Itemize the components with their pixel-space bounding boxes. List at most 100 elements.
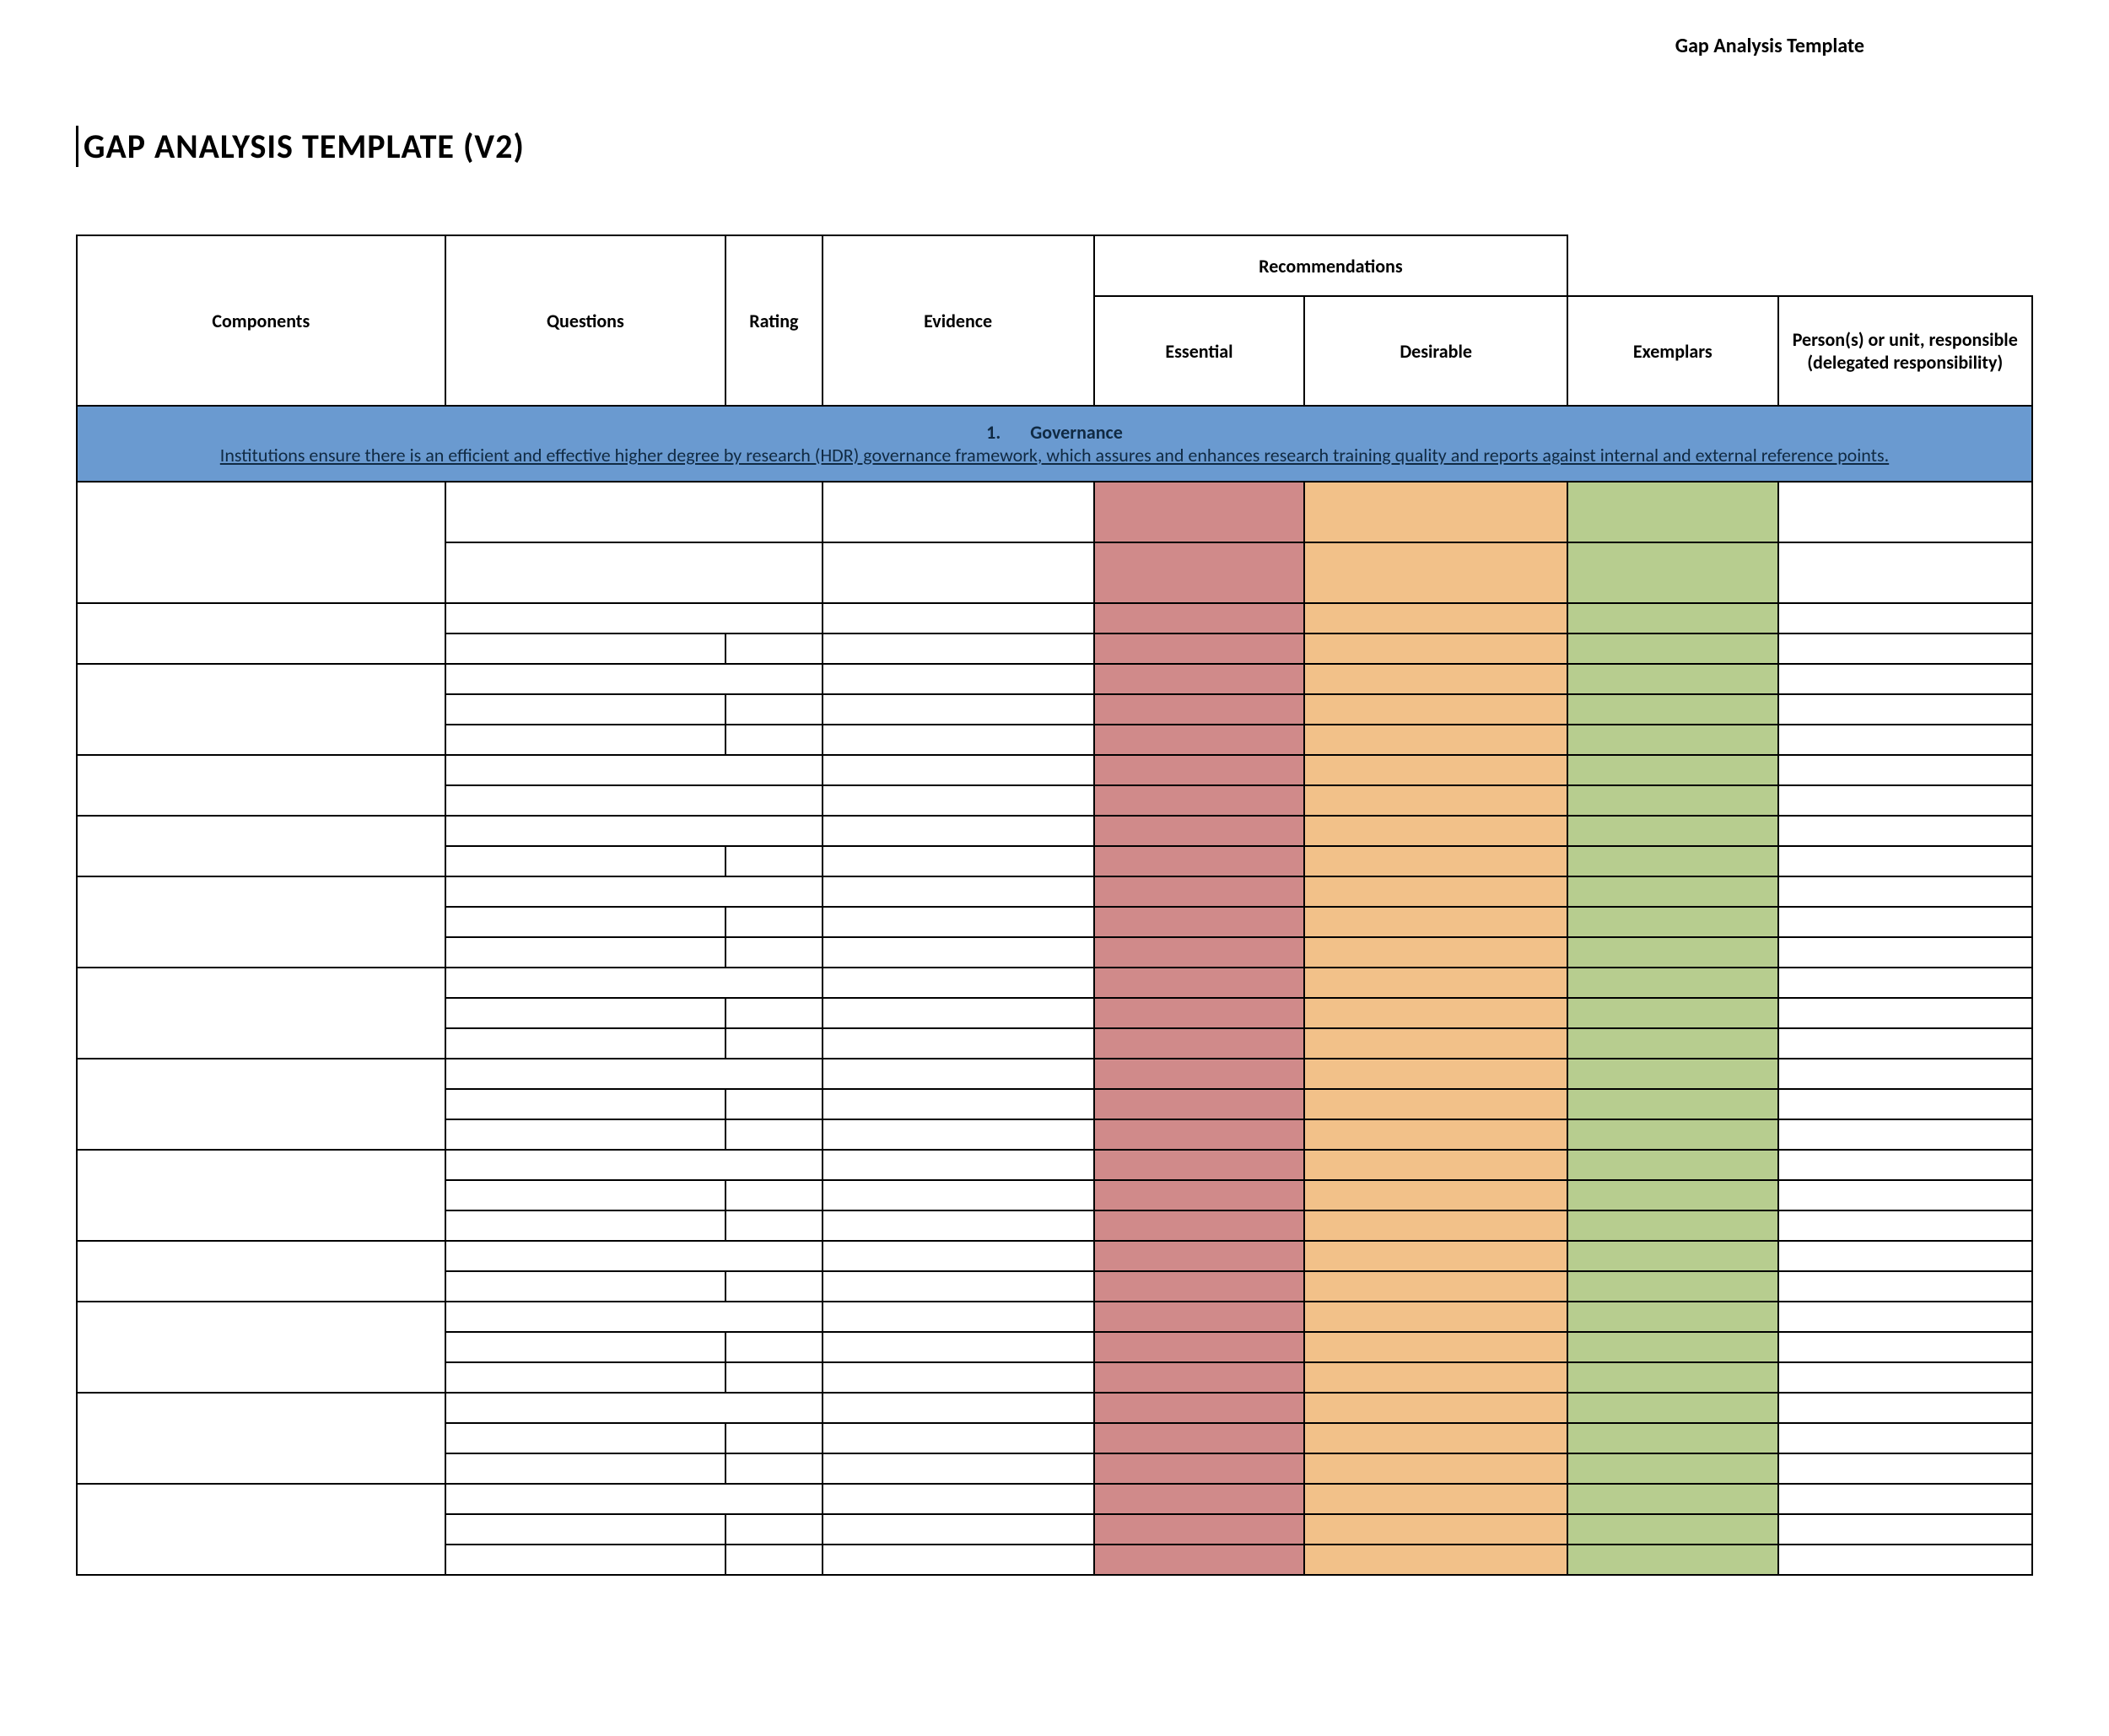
table-cell[interactable] [1094,725,1304,755]
table-cell[interactable] [445,1210,726,1241]
table-cell[interactable] [445,1362,726,1393]
table-cell[interactable] [445,1545,726,1575]
table-cell[interactable] [823,542,1094,603]
table-cell[interactable] [1778,1332,2033,1362]
table-cell[interactable] [1094,1362,1304,1393]
table-cell[interactable] [1094,1180,1304,1210]
table-cell[interactable] [445,1453,726,1484]
table-cell[interactable] [1094,1271,1304,1302]
table-cell[interactable] [1094,968,1304,998]
table-cell[interactable] [1567,968,1777,998]
table-cell[interactable] [823,1059,1094,1089]
table-cell[interactable] [725,1271,822,1302]
table-cell[interactable] [823,1332,1094,1362]
table-cell[interactable] [1778,1180,2033,1210]
table-cell[interactable] [1304,907,1567,937]
table-cell[interactable] [1304,1241,1567,1271]
table-cell[interactable] [1567,846,1777,876]
table-cell[interactable] [1778,1302,2033,1332]
table-cell[interactable] [1778,907,2033,937]
table-cell[interactable] [1567,876,1777,907]
table-cell[interactable] [823,846,1094,876]
table-cell[interactable] [1778,1241,2033,1271]
table-cell[interactable] [1094,1393,1304,1423]
table-cell[interactable] [1094,1150,1304,1180]
table-cell[interactable] [725,937,822,968]
table-cell[interactable] [823,603,1094,633]
table-cell[interactable] [1304,633,1567,664]
table-cell[interactable] [1094,937,1304,968]
table-cell[interactable] [1778,1150,2033,1180]
table-cell[interactable] [1567,1332,1777,1362]
table-cell[interactable] [1304,664,1567,694]
table-cell[interactable] [445,1393,823,1423]
table-cell[interactable] [1304,1362,1567,1393]
table-cell[interactable] [445,1302,823,1332]
table-cell[interactable] [445,755,823,785]
table-cell[interactable] [725,907,822,937]
table-cell[interactable] [77,664,445,755]
table-cell[interactable] [445,785,823,816]
table-cell[interactable] [1778,968,2033,998]
table-cell[interactable] [1778,1119,2033,1150]
table-cell[interactable] [1567,694,1777,725]
table-cell[interactable] [445,1514,726,1545]
table-cell[interactable] [725,1180,822,1210]
table-cell[interactable] [1778,937,2033,968]
table-cell[interactable] [1304,937,1567,968]
table-cell[interactable] [1778,1362,2033,1393]
table-cell[interactable] [1094,1332,1304,1362]
table-cell[interactable] [1304,1119,1567,1150]
table-cell[interactable] [445,725,726,755]
table-cell[interactable] [1304,603,1567,633]
table-cell[interactable] [1567,1059,1777,1089]
table-cell[interactable] [823,1362,1094,1393]
table-cell[interactable] [1094,542,1304,603]
table-cell[interactable] [1567,1514,1777,1545]
table-cell[interactable] [445,937,726,968]
table-cell[interactable] [445,1180,726,1210]
table-cell[interactable] [1567,633,1777,664]
table-cell[interactable] [77,1150,445,1241]
table-cell[interactable] [1304,725,1567,755]
table-cell[interactable] [823,785,1094,816]
table-cell[interactable] [1094,1059,1304,1089]
table-cell[interactable] [1567,1453,1777,1484]
table-cell[interactable] [823,1453,1094,1484]
table-cell[interactable] [77,603,445,664]
table-cell[interactable] [1094,998,1304,1028]
table-cell[interactable] [823,968,1094,998]
table-cell[interactable] [1567,664,1777,694]
table-cell[interactable] [1304,1514,1567,1545]
table-cell[interactable] [1304,998,1567,1028]
table-cell[interactable] [725,1119,822,1150]
table-cell[interactable] [1778,1453,2033,1484]
table-cell[interactable] [823,1545,1094,1575]
table-cell[interactable] [1304,1210,1567,1241]
table-cell[interactable] [1304,1423,1567,1453]
table-cell[interactable] [1567,1028,1777,1059]
table-cell[interactable] [1567,937,1777,968]
table-cell[interactable] [77,482,445,603]
table-cell[interactable] [77,1302,445,1393]
table-cell[interactable] [823,876,1094,907]
table-cell[interactable] [1778,1484,2033,1514]
table-cell[interactable] [1094,1089,1304,1119]
table-cell[interactable] [1304,1484,1567,1514]
table-cell[interactable] [823,1089,1094,1119]
table-cell[interactable] [445,664,823,694]
table-cell[interactable] [823,998,1094,1028]
table-cell[interactable] [1094,1453,1304,1484]
table-cell[interactable] [725,633,822,664]
table-cell[interactable] [1567,755,1777,785]
table-cell[interactable] [823,816,1094,846]
table-cell[interactable] [823,1484,1094,1514]
table-cell[interactable] [725,725,822,755]
table-cell[interactable] [725,846,822,876]
table-cell[interactable] [1778,1210,2033,1241]
table-cell[interactable] [1778,785,2033,816]
table-cell[interactable] [823,1302,1094,1332]
table-cell[interactable] [725,1453,822,1484]
table-cell[interactable] [1567,603,1777,633]
table-cell[interactable] [1304,1089,1567,1119]
